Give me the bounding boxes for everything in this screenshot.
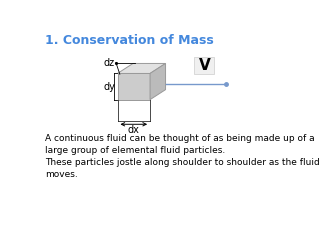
Text: A continuous fluid can be thought of as being made up of a
large group of elemen: A continuous fluid can be thought of as … [45, 134, 314, 155]
FancyBboxPatch shape [194, 57, 214, 74]
Polygon shape [117, 73, 150, 100]
Text: 1. Conservation of Mass: 1. Conservation of Mass [45, 34, 213, 47]
Polygon shape [117, 63, 165, 73]
Text: V: V [198, 58, 210, 73]
Text: These particles jostle along shoulder to shoulder as the fluid
moves.: These particles jostle along shoulder to… [45, 158, 319, 179]
Text: dx: dx [128, 126, 140, 135]
Polygon shape [150, 63, 165, 100]
Text: dz: dz [104, 59, 115, 68]
Text: dy: dy [104, 82, 116, 91]
